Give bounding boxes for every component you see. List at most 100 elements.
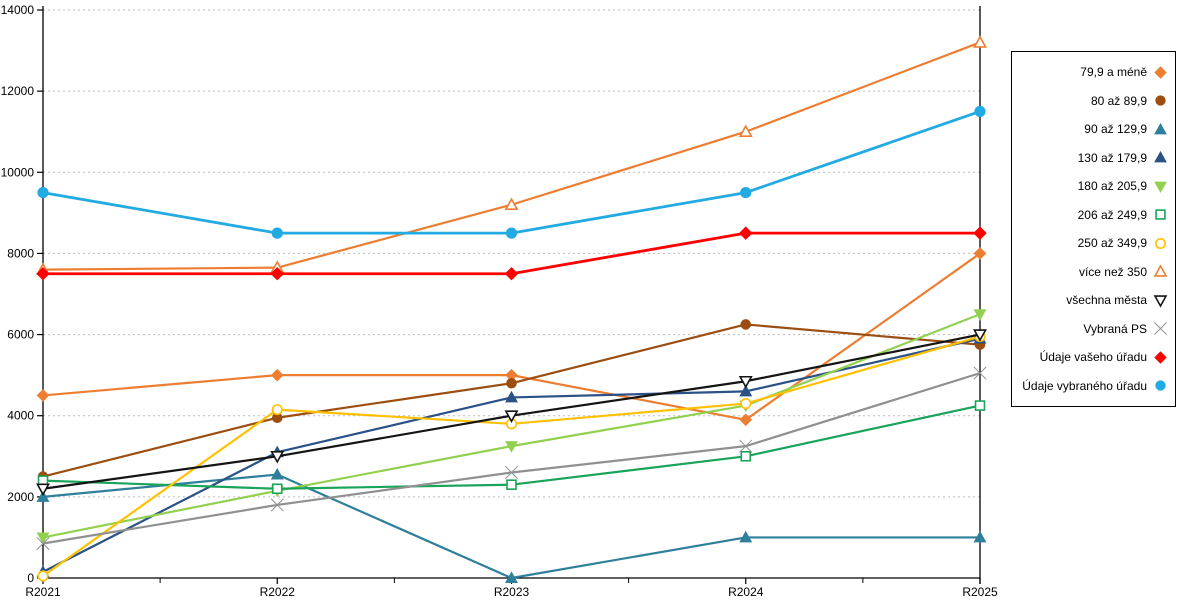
legend-item[interactable]: všechna města [1012,293,1175,308]
data-point [973,35,987,48]
legend-item[interactable]: 206 až 249,9 [1012,207,1175,222]
legend-marker-icon [1153,295,1168,308]
legend-item[interactable]: 130 až 179,9 [1012,150,1175,165]
data-point [1154,322,1167,336]
legend-item[interactable]: 90 až 129,9 [1012,122,1175,137]
x-axis-tick-label: R2025 [962,585,998,599]
legend-label: 130 až 179,9 [1077,150,1147,165]
data-point [506,377,517,389]
data-point [1154,181,1167,193]
legend-item[interactable]: více než 350 [1012,264,1175,279]
series-vybran-ps [36,366,987,551]
legend-item[interactable]: Vybraná PS [1012,321,1175,336]
data-point [37,186,49,199]
legend-item[interactable]: 79,9 a méně [1012,65,1175,80]
data-point [739,439,753,453]
legend-label: 180 až 205,9 [1077,179,1147,194]
data-point [270,467,284,480]
legend-item[interactable]: 80 až 89,9 [1012,93,1175,108]
legend-label: Vybraná PS [1083,321,1147,336]
data-point [505,390,518,403]
data-point [1155,209,1166,220]
data-point [271,227,283,239]
legend-marker-icon [1154,66,1167,79]
data-point [1155,380,1166,391]
data-point [739,413,753,427]
legend-item[interactable]: Údaje vybraného úřadu [1012,378,1175,393]
legend-marker-icon [1155,380,1166,391]
data-point [271,404,283,416]
legend-label: Údaje vašeho úřadu [1039,350,1147,365]
legend-label: více než 350 [1078,264,1147,279]
data-point [37,570,49,582]
legend-label: 206 až 249,9 [1077,207,1147,222]
legend-marker-icon [1154,181,1167,193]
data-point [974,105,986,118]
data-point [36,483,50,496]
data-point [1155,95,1166,106]
data-point [36,267,50,281]
data-point [270,498,284,512]
series-line [41,473,982,580]
y-axis-tick-label: 2000 [7,490,34,504]
data-point [270,368,284,382]
data-point [271,483,283,495]
legend-item[interactable]: 250 až 349,9 [1012,236,1175,251]
legend-marker-icon [1154,322,1167,336]
data-point [36,532,50,545]
y-axis-tick-label: 14000 [1,3,35,17]
data-point [36,389,50,402]
data-point [505,227,518,239]
x-axis-tick-label: R2023 [494,585,530,599]
data-point [973,366,987,380]
data-point [36,490,50,502]
legend-item[interactable]: 180 až 205,9 [1012,179,1175,194]
series-79-9-a-m-n- [36,247,987,427]
data-point [973,247,987,260]
x-axis-tick-label: R2024 [728,585,764,599]
data-point [974,400,986,411]
series-v-echna-m-sta [36,329,987,496]
data-point [504,267,519,281]
legend-label: všechna města [1066,293,1147,308]
y-axis-tick-label: 8000 [7,246,34,260]
legend-label: Údaje vybraného úřadu [1022,378,1147,393]
data-point [270,451,285,464]
legend-label: 250 až 349,9 [1077,236,1147,251]
data-point [738,124,753,137]
y-axis-tick-label: 6000 [7,328,34,342]
series-206-a-249-9 [37,400,986,495]
data-point [739,384,753,397]
data-point [740,397,752,410]
data-point [740,186,752,199]
legend-label: 80 až 89,9 [1090,93,1147,108]
data-point [505,441,518,453]
data-point [270,267,284,281]
x-axis-tick-label: R2021 [25,585,61,599]
legend-marker-icon [1155,237,1166,249]
y-axis-tick-label: 10000 [1,165,35,179]
data-point [740,319,752,330]
y-axis-tick-label: 12000 [1,84,35,98]
data-point [739,226,753,240]
data-point [1155,237,1166,249]
data-point [973,329,987,342]
legend-marker-icon [1154,351,1167,364]
data-point [506,479,517,490]
series--daje-va-eho-adu [36,226,987,281]
data-point [1154,122,1167,135]
legend-item[interactable]: Údaje vašeho úřadu [1012,350,1175,365]
data-point [504,465,519,480]
legend-marker-icon [1155,95,1166,106]
data-point [1153,264,1168,277]
legend-marker-icon [1153,264,1168,277]
legend-box: 79,9 a méně 80 až 89,9 90 až 129,9 130 až 1… [1011,51,1176,407]
data-point [1153,295,1168,308]
series-80-a-89-9 [37,319,986,482]
data-point [739,530,753,543]
data-point [973,309,987,321]
data-point [738,375,753,389]
y-axis-tick-label: 4000 [7,409,34,423]
